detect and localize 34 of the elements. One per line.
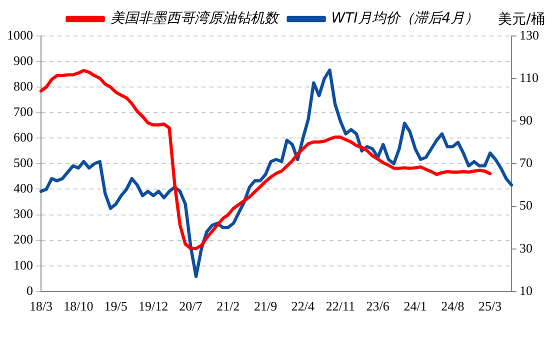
- y2-tick-label: 30: [520, 240, 532, 256]
- x-tick-label: 21/2: [216, 298, 240, 314]
- x-tick-label: 23/6: [366, 298, 390, 314]
- x-tick-label: 18/3: [29, 298, 53, 314]
- x-tick-label: 22/11: [326, 298, 355, 314]
- y-tick-label: 1000: [7, 27, 33, 42]
- x-tick-label: 24/8: [441, 298, 464, 314]
- y2-tick-label: 10: [520, 282, 532, 298]
- x-tick-label: 21/9: [254, 298, 278, 314]
- x-tick-label: 19/12: [138, 298, 168, 314]
- y-tick-label: 100: [14, 257, 33, 272]
- x-tick-label: 25/3: [478, 298, 502, 314]
- x-tick-label: 24/1: [404, 298, 427, 314]
- x-tick-label: 19/5: [104, 298, 128, 314]
- y2-tick-label: 130: [520, 27, 539, 42]
- y2-tick-label: 110: [520, 70, 539, 85]
- y-tick-label: 300: [14, 206, 33, 222]
- x-tick-label: 18/10: [64, 298, 94, 314]
- y-tick-label: 800: [14, 78, 33, 94]
- y-tick-label: 900: [14, 52, 33, 68]
- y2-tick-label: 90: [520, 112, 532, 128]
- y2-tick-label: 70: [520, 155, 532, 170]
- legend-label: 美国非墨西哥湾原油钻机数: [110, 10, 280, 27]
- y-tick-label: 200: [14, 232, 33, 247]
- x-tick-label: 20/7: [179, 298, 203, 314]
- y2-axis-title: 美元/桶: [498, 12, 545, 28]
- x-tick-label: 22/4: [291, 298, 316, 314]
- y-tick-label: 0: [26, 282, 33, 298]
- y-tick-label: 500: [14, 155, 33, 170]
- y2-tick-label: 50: [520, 198, 532, 213]
- y-tick-label: 700: [14, 104, 33, 120]
- legend-label: WTI月均价（滞后4月）: [331, 10, 479, 27]
- y-tick-label: 600: [14, 130, 33, 145]
- y-tick-label: 400: [14, 180, 33, 196]
